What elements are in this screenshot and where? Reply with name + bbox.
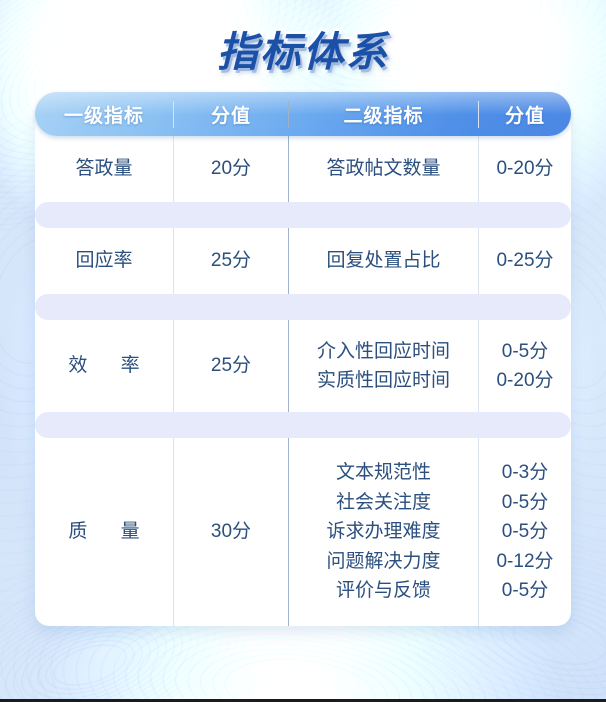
cell-primary-indicator: 回应率 <box>35 228 174 294</box>
cell-primary-indicator: 质 量 <box>35 438 174 626</box>
secondary-name: 诉求办理难度 <box>326 521 441 543</box>
secondary-score: 0-5分 <box>501 580 549 602</box>
cell-secondary-score: 0-20分 <box>479 136 571 202</box>
cell-secondary-indicator: 文本规范性 社会关注度 诉求办理难度 问题解决力度 评价与反馈 <box>289 438 479 626</box>
secondary-name: 社会关注度 <box>335 491 431 513</box>
cell-secondary-indicator: 答政帖文数量 <box>289 136 479 202</box>
secondary-name: 介入性回应时间 <box>316 340 450 362</box>
cell-secondary-score: 0-25分 <box>479 228 571 294</box>
cell-primary-score: 25分 <box>174 320 289 412</box>
secondary-name: 回复处置占比 <box>326 250 441 272</box>
secondary-score: 0-5分 <box>501 521 549 543</box>
bottom-edge-line <box>0 699 606 702</box>
page-title: 指标体系 <box>215 26 390 79</box>
cell-secondary-score: 0-5分 0-20分 <box>479 320 571 412</box>
cell-primary-score: 25分 <box>174 228 289 294</box>
secondary-score: 0-5分 <box>501 491 549 513</box>
cell-primary-indicator: 效 率 <box>35 320 174 412</box>
row-separator <box>35 412 571 438</box>
table-row: 效 率 25分 介入性回应时间 实质性回应时间 0-5分 0-20分 <box>35 320 571 412</box>
table-header-row: 一级指标 分值 二级指标 分值 <box>35 92 571 136</box>
secondary-score: 0-20分 <box>496 370 554 391</box>
indicator-table: 一级指标 分值 二级指标 分值 答政量 20分 答政帖文数量 0-20分 回应率… <box>35 92 571 626</box>
cell-primary-indicator: 答政量 <box>35 136 174 202</box>
table-row: 回应率 25分 回复处置占比 0-25分 <box>35 228 571 294</box>
secondary-score: 0-5分 <box>501 340 549 362</box>
secondary-name: 答政帖文数量 <box>326 158 441 180</box>
table-row: 答政量 20分 答政帖文数量 0-20分 <box>35 136 571 202</box>
cell-secondary-indicator: 介入性回应时间 实质性回应时间 <box>289 320 479 412</box>
secondary-name: 评价与反馈 <box>335 580 431 602</box>
header-primary-score: 分值 <box>174 100 289 128</box>
secondary-score: 0-12分 <box>496 550 554 572</box>
page-title-wrapper: 指标体系 <box>0 18 606 79</box>
row-separator <box>35 294 571 320</box>
secondary-name: 实质性回应时间 <box>316 370 450 391</box>
secondary-name: 文本规范性 <box>335 462 431 484</box>
table-body: 答政量 20分 答政帖文数量 0-20分 回应率 25分 回复处置占比 0-25… <box>35 114 571 626</box>
cell-secondary-score: 0-3分 0-5分 0-5分 0-12分 0-5分 <box>479 438 571 626</box>
row-separator <box>35 202 571 228</box>
cell-primary-score: 20分 <box>174 136 289 202</box>
cell-secondary-indicator: 回复处置占比 <box>289 228 479 294</box>
secondary-score: 0-3分 <box>501 462 549 484</box>
header-secondary-score: 分值 <box>504 105 545 127</box>
secondary-name: 问题解决力度 <box>326 550 441 572</box>
header-secondary-indicator: 二级指标 <box>289 100 479 128</box>
table-row: 质 量 30分 文本规范性 社会关注度 诉求办理难度 问题解决力度 评价与反馈 … <box>35 438 571 626</box>
secondary-score: 0-25分 <box>496 250 554 272</box>
cell-primary-score: 30分 <box>174 438 289 626</box>
secondary-score: 0-20分 <box>496 158 554 180</box>
header-primary-indicator: 一级指标 <box>35 100 174 128</box>
